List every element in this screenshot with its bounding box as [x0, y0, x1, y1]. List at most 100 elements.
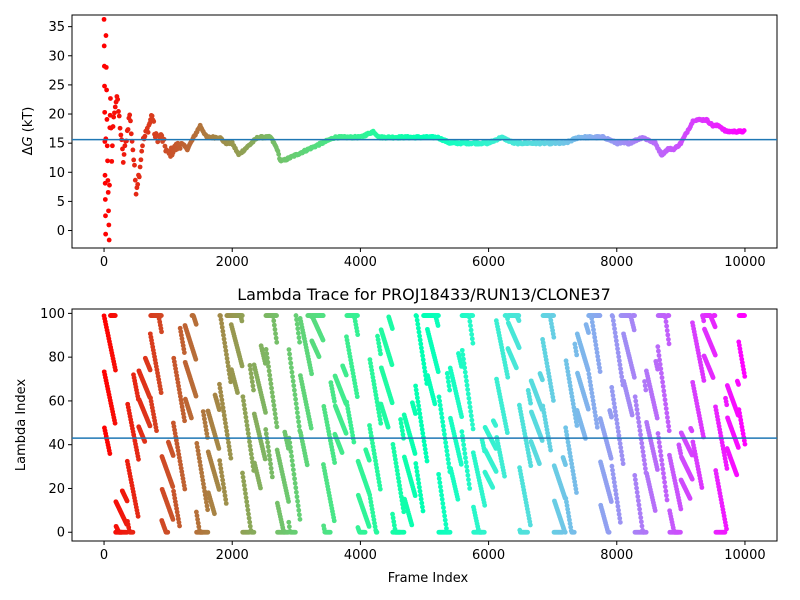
- delta-g-point: [108, 96, 113, 101]
- lambda-point: [247, 439, 252, 445]
- lambda-point: [446, 383, 452, 389]
- lambda-point: [193, 321, 199, 327]
- lambda-point: [397, 483, 402, 488]
- lambda-point: [217, 462, 223, 467]
- delta-g-point: [106, 208, 111, 214]
- lambda-point: [369, 506, 375, 512]
- lambda-point: [661, 470, 666, 476]
- y-tick-label: 20: [48, 108, 65, 123]
- lambda-point: [378, 351, 383, 357]
- lambda-point: [659, 462, 665, 467]
- lambda-point: [664, 497, 670, 503]
- lambda-point: [442, 513, 448, 519]
- delta-g-point: [104, 87, 110, 93]
- lambda-point: [616, 511, 622, 517]
- lambda-point: [182, 418, 187, 424]
- lambda-point: [202, 420, 208, 426]
- lambda-point: [687, 496, 693, 501]
- lambda-point: [609, 414, 614, 420]
- lambda-point: [595, 357, 601, 363]
- lambda-point: [290, 378, 296, 384]
- lambda-point: [159, 329, 164, 335]
- lambda-point: [419, 504, 425, 510]
- lambda-point: [666, 336, 671, 342]
- lambda-point: [442, 431, 447, 437]
- lambda-point: [566, 443, 572, 449]
- delta-g-point: [125, 127, 131, 132]
- lambda-point: [375, 472, 381, 478]
- lambda-point: [467, 404, 473, 410]
- x-tick-label: 8000: [600, 548, 633, 563]
- delta-g-point: [112, 110, 117, 116]
- lambda-trace-chart: Lambda Trace for PROJ18433/RUN13/CLONE37…: [14, 285, 778, 586]
- lambda-point: [470, 340, 476, 346]
- lambda-point: [376, 476, 381, 481]
- lambda-point: [415, 399, 421, 405]
- lambda-point: [309, 371, 315, 377]
- lambda-point: [221, 336, 227, 342]
- delta-g-chart: 0 2000 4000 6000 8000 10000 0 5 10 15 20 25 30 35 ΔG…: [21, 14, 778, 270]
- lambda-point: [616, 358, 622, 364]
- lambda-point: [437, 402, 443, 408]
- lambda-point: [420, 353, 425, 359]
- lambda-point: [320, 337, 326, 343]
- lambda-point: [617, 441, 623, 446]
- lambda-point: [258, 485, 263, 491]
- lambda-point: [221, 409, 227, 414]
- lambda-point: [240, 474, 246, 480]
- lambda-point: [331, 518, 337, 524]
- lambda-point: [195, 448, 201, 454]
- lambda-point: [223, 424, 229, 430]
- lambda-point: [465, 387, 471, 393]
- lambda-point: [135, 513, 141, 519]
- lambda-point: [551, 334, 557, 340]
- delta-g-point: [103, 64, 109, 70]
- delta-g-point: [121, 152, 127, 157]
- lambda-point: [418, 345, 424, 351]
- lambda-point: [291, 471, 297, 477]
- lambda-point: [414, 313, 419, 319]
- lambda-point: [354, 394, 360, 400]
- lambda-point: [372, 385, 378, 391]
- lambda-point: [274, 313, 279, 318]
- lambda-point: [516, 318, 522, 324]
- lambda-point: [246, 511, 251, 517]
- lambda-point: [241, 402, 247, 408]
- lambda-point: [467, 318, 473, 324]
- lambda-point: [196, 455, 202, 461]
- lambda-point: [466, 481, 472, 487]
- lambda-point: [660, 466, 666, 472]
- lambda-point: [216, 407, 222, 413]
- lambda-point: [632, 473, 638, 478]
- lambda-point: [528, 463, 534, 469]
- lambda-point: [200, 409, 206, 415]
- lambda-point: [636, 502, 642, 508]
- lambda-point: [239, 313, 245, 318]
- lambda-point: [374, 529, 380, 535]
- lambda-point: [274, 339, 280, 345]
- lambda-point: [662, 479, 668, 485]
- delta-g-point: [106, 237, 112, 243]
- lambda-point: [562, 529, 568, 535]
- lambda-point: [564, 503, 570, 509]
- lambda-point: [608, 455, 614, 461]
- lambda-point: [463, 459, 469, 465]
- lambda-point: [320, 313, 326, 318]
- lambda-point: [445, 456, 451, 462]
- lambda-point: [632, 313, 637, 318]
- lambda-point: [265, 359, 271, 365]
- delta-g-point: [109, 158, 115, 164]
- lambda-point: [395, 475, 401, 481]
- lambda-point: [182, 486, 188, 492]
- lambda-point: [419, 427, 425, 432]
- lambda-point: [293, 313, 299, 318]
- lambda-point: [461, 361, 467, 366]
- lambda-point: [572, 482, 578, 488]
- lambda-point: [218, 317, 224, 322]
- lambda-point: [567, 379, 573, 385]
- lambda-point: [246, 515, 252, 521]
- lambda-point: [216, 446, 222, 451]
- lambda-point: [220, 328, 226, 334]
- lambda-trace-x-axis-label: Frame Index: [388, 571, 469, 586]
